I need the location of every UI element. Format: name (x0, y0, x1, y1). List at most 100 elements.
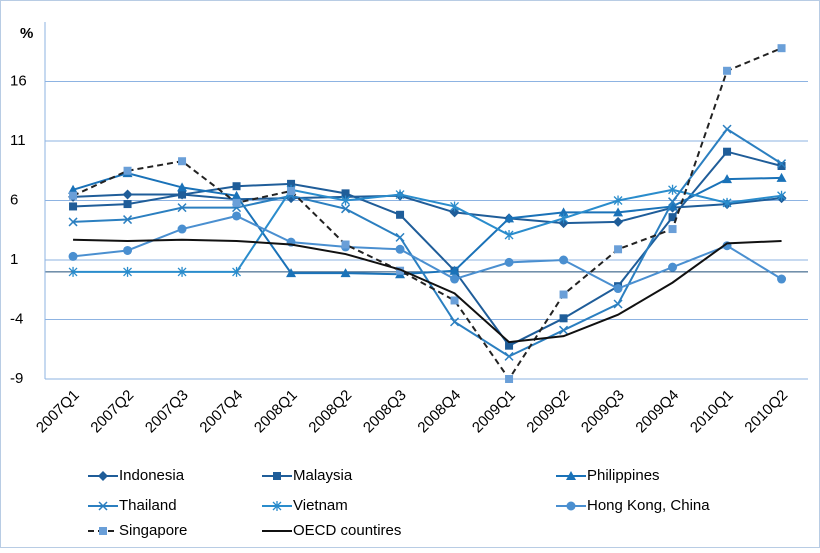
legend-label: Indonesia (119, 467, 185, 484)
legend-label: Vietnam (293, 497, 348, 514)
series-line (73, 150, 782, 347)
data-point (68, 184, 79, 194)
x-tick-label: 2007Q2 (87, 387, 137, 437)
data-point (722, 124, 732, 134)
data-point (613, 299, 623, 309)
legend-label: Thailand (119, 497, 177, 514)
data-point (559, 255, 569, 265)
x-tick-label: 2008Q1 (251, 387, 301, 437)
x-tick-label: 2010Q2 (741, 387, 791, 437)
legend-marker (99, 527, 107, 535)
y-tick-label: 1 (10, 251, 18, 268)
data-point (287, 179, 296, 188)
y-axis-label: % (20, 25, 33, 42)
data-point (613, 216, 624, 227)
data-point (122, 189, 133, 200)
data-point (723, 66, 732, 75)
data-point (776, 172, 787, 182)
legend-label: Malaysia (293, 467, 353, 484)
legend-marker (566, 471, 576, 480)
data-point (232, 266, 242, 277)
data-point (723, 147, 732, 156)
x-tick-label: 2008Q3 (360, 387, 410, 437)
data-point (123, 166, 132, 175)
data-point (395, 232, 405, 242)
x-tick-label: 2009Q2 (523, 387, 573, 437)
data-point (69, 202, 78, 211)
data-point (341, 195, 351, 206)
data-point (777, 159, 787, 169)
y-tick-label: 16 (10, 72, 27, 89)
series-line (73, 238, 782, 344)
legend-item: Vietnam (262, 497, 348, 514)
legend-label: Hong Kong, China (587, 497, 710, 514)
data-point (286, 268, 297, 278)
y-tick-label: -4 (10, 310, 23, 327)
data-point (559, 325, 569, 335)
data-point (668, 213, 677, 222)
data-point (777, 44, 786, 53)
legend-label: Philippines (587, 467, 660, 484)
data-point (613, 207, 624, 217)
legend-marker (273, 472, 281, 480)
data-point (396, 210, 405, 219)
x-tick-label: 2007Q1 (33, 387, 83, 437)
data-point (722, 174, 733, 184)
legend-item: Hong Kong, China (556, 497, 710, 514)
data-point (69, 191, 78, 200)
data-point (559, 213, 569, 224)
data-point (232, 182, 241, 191)
data-point (504, 257, 514, 267)
series-line (73, 193, 782, 225)
data-point (449, 207, 460, 218)
legend-item: Malaysia (262, 467, 353, 484)
data-point (231, 190, 242, 200)
data-point (614, 245, 623, 254)
legend-label: OECD countires (293, 522, 401, 539)
data-point (613, 284, 623, 294)
series-line (72, 214, 783, 290)
data-point (559, 290, 568, 299)
data-point (504, 213, 515, 223)
data-point (395, 244, 405, 254)
data-point (504, 230, 514, 241)
x-tick-label: 2009Q3 (578, 387, 628, 437)
series-line (73, 127, 783, 358)
data-point (777, 190, 787, 201)
data-point (341, 204, 351, 214)
data-point (68, 266, 78, 277)
data-point (450, 274, 460, 284)
y-tick-label: 11 (10, 132, 26, 149)
legend-item: Thailand (88, 497, 177, 514)
y-tick-label: 6 (10, 191, 18, 208)
data-point (395, 189, 405, 200)
data-point (668, 197, 678, 207)
legend-marker (98, 501, 108, 511)
data-point (668, 184, 678, 195)
data-point (450, 296, 459, 305)
data-point (123, 266, 133, 277)
data-point (232, 198, 241, 207)
data-point (722, 197, 732, 208)
data-point (505, 341, 514, 350)
data-point (341, 189, 350, 198)
data-point (177, 203, 187, 213)
data-point (559, 314, 568, 323)
legend-marker (272, 501, 282, 511)
data-point (668, 262, 678, 272)
data-point (613, 195, 623, 206)
x-tick-label: 2008Q2 (305, 387, 355, 437)
x-tick-label: 2008Q4 (414, 387, 464, 437)
data-point (340, 268, 351, 278)
data-point (558, 207, 569, 217)
data-point (777, 274, 787, 284)
legend-item: OECD countires (262, 522, 401, 539)
data-point (178, 157, 187, 166)
x-tick-label: 2007Q3 (142, 387, 192, 437)
data-point (178, 190, 187, 199)
legend-label: Singapore (119, 522, 187, 539)
data-point (668, 225, 677, 234)
data-point (68, 251, 78, 261)
x-tick-label: 2010Q1 (687, 387, 737, 437)
legend-item: Philippines (556, 467, 660, 484)
